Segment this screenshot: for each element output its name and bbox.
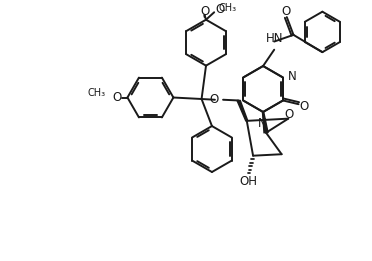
Text: CH₃: CH₃ xyxy=(219,3,237,13)
Text: CH₃: CH₃ xyxy=(88,88,106,98)
Text: N: N xyxy=(257,117,266,130)
Text: O: O xyxy=(282,5,291,19)
Text: O: O xyxy=(299,99,308,112)
Polygon shape xyxy=(263,112,268,133)
Text: O: O xyxy=(209,93,219,106)
Text: OH: OH xyxy=(239,175,257,188)
Text: O: O xyxy=(285,108,294,121)
Text: HN: HN xyxy=(266,32,283,45)
Text: O: O xyxy=(215,3,224,16)
Text: O: O xyxy=(113,91,122,104)
Text: O: O xyxy=(200,5,209,19)
Polygon shape xyxy=(237,100,248,121)
Text: N: N xyxy=(288,70,297,83)
